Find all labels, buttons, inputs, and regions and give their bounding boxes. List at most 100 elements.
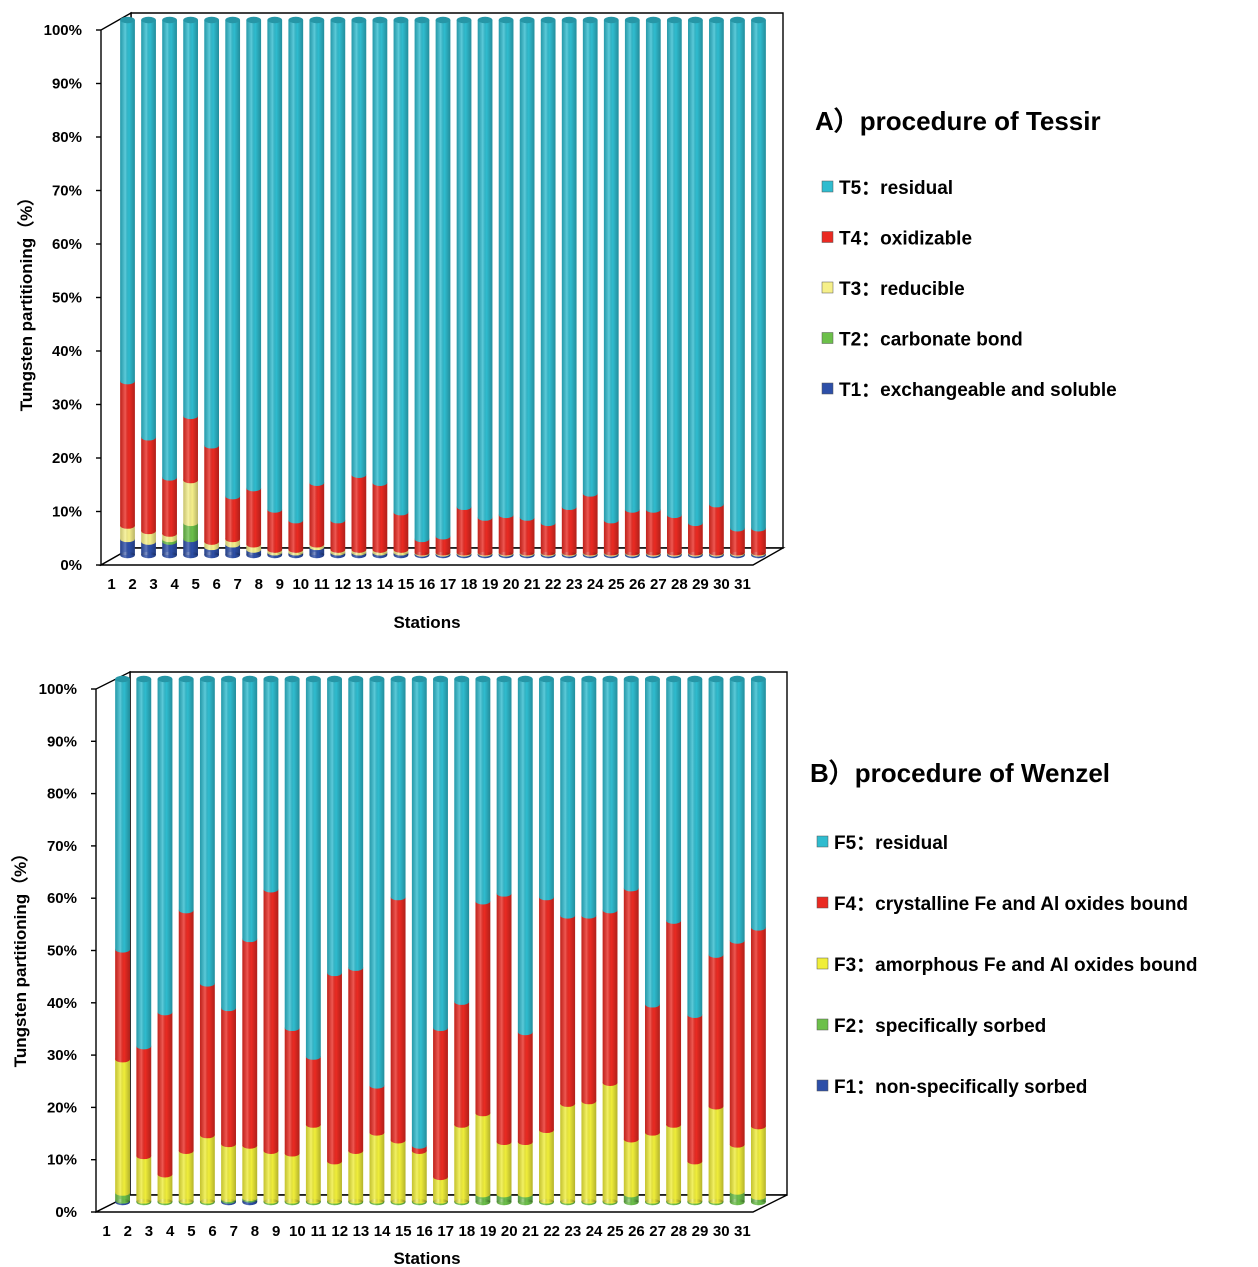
legend-label: T2：carbonate bond [839, 330, 1023, 351]
legend-item-f1: F1：non-specifically sorbed [816, 1077, 1087, 1098]
legend-swatch [821, 180, 834, 193]
y-tick-label: 60% [52, 236, 82, 253]
bar-shading-base [162, 551, 177, 559]
x-tick-label: 1 [107, 576, 115, 593]
legend-swatch [816, 1079, 829, 1092]
x-tick-label: 31 [734, 576, 751, 593]
legend-label: F4：crystalline Fe and Al oxides bound [834, 894, 1188, 915]
bar-shading-base [263, 1198, 279, 1206]
bar-shading-base [327, 1198, 342, 1206]
y-tick-label: 70% [52, 183, 82, 200]
bar-top-cap [496, 675, 512, 683]
x-tick-label: 6 [208, 1223, 216, 1240]
x-tick-label: 17 [437, 1223, 454, 1240]
y-tick-label: 0% [60, 557, 82, 574]
bar-stack [560, 675, 576, 1206]
bar-shading [225, 20, 241, 555]
x-tick-label: 28 [671, 576, 688, 593]
bar-top-cap [454, 675, 470, 683]
y-tick-label: 30% [47, 1047, 77, 1064]
x-tick-label: 29 [692, 576, 709, 593]
bar-shading-base [369, 1198, 385, 1206]
bar-shading-base [477, 551, 493, 559]
y-tick-labels-a: 0% 10% 20% 30% 40% 50% 60% 70% 80% 90% 100% [44, 22, 82, 574]
bar-shading-base [390, 1198, 406, 1206]
bar-shading-base [414, 551, 430, 559]
bar-shading [708, 679, 724, 1202]
bar-shading-base [157, 1198, 173, 1206]
legend-item-f4: F4：crystalline Fe and Al oxides bound [816, 894, 1188, 915]
bar-shading-base [603, 551, 619, 559]
bar-shading [454, 679, 470, 1202]
x-tick-label: 9 [272, 1223, 280, 1240]
x-tick-label: 14 [377, 576, 394, 593]
x-tick-label: 21 [522, 1223, 539, 1240]
bar-shading [242, 679, 258, 1202]
bar-shading-base [645, 1198, 660, 1206]
y-tick-label: 10% [52, 504, 82, 521]
bar-stack [136, 675, 152, 1206]
x-tick-label: 13 [353, 1223, 370, 1240]
bar-top-cap [751, 16, 766, 24]
bar-shading-base [624, 551, 640, 559]
bar-top-cap [348, 675, 364, 683]
bar-shading-base [519, 551, 535, 559]
bar-shading [498, 20, 514, 555]
bar-shading [582, 20, 598, 555]
x-tick-label: 8 [251, 1223, 259, 1240]
bar-stack [623, 675, 639, 1206]
legend-item-t4: T4：oxidizable [821, 229, 972, 250]
x-tick-label: 7 [234, 576, 242, 593]
bar-stack [263, 675, 279, 1206]
bar-shading [517, 679, 533, 1202]
bar-top-cap [330, 16, 346, 24]
x-tick-label: 26 [628, 1223, 645, 1240]
bar-shading [414, 20, 430, 555]
legend-label: F1：non-specifically sorbed [834, 1077, 1087, 1098]
bar-top-cap [369, 675, 385, 683]
bar-shading [645, 679, 660, 1202]
x-tick-label: 5 [187, 1223, 195, 1240]
bar-stack [414, 16, 430, 559]
x-tick-label: 18 [461, 576, 478, 593]
bar-shading [183, 20, 198, 555]
x-tick-label: 30 [713, 576, 730, 593]
bar-shading [120, 20, 135, 555]
bar-shading-base [393, 551, 409, 559]
bar-shading [602, 679, 618, 1202]
bar-shading-base [582, 551, 598, 559]
bar-stack [204, 16, 220, 559]
bar-shading-base [348, 1198, 364, 1206]
bar-stack [708, 675, 724, 1206]
x-tick-label: 13 [356, 576, 373, 593]
legend-item-t2: T2：carbonate bond [821, 330, 1023, 351]
bar-shading-base [435, 551, 451, 559]
x-tick-label: 22 [543, 1223, 560, 1240]
bar-top-cap [603, 16, 619, 24]
bar-stack [475, 675, 491, 1206]
x-tick-label: 16 [419, 576, 436, 593]
bar-shading-base [433, 1198, 448, 1206]
legend-swatch [821, 382, 834, 395]
x-tick-label: 21 [524, 576, 541, 593]
legend-label: T4：oxidizable [839, 229, 972, 250]
x-tick-label: 16 [416, 1223, 433, 1240]
bar-top-cap [393, 16, 409, 24]
bar-shading-base [581, 1198, 597, 1206]
bar-stack [751, 16, 766, 559]
bar-stack [688, 16, 703, 559]
bar-shading-base [751, 551, 766, 559]
y-tick-label: 100% [39, 681, 77, 698]
bar-stack [162, 16, 177, 559]
bar-top-cap [540, 16, 556, 24]
bar-top-cap [411, 675, 427, 683]
bar-top-cap [141, 16, 156, 24]
x-tick-label: 1 [102, 1223, 110, 1240]
x-tick-label: 23 [565, 1223, 582, 1240]
bar-shading [351, 20, 367, 555]
bar-stack [519, 16, 535, 559]
bar-top-cap [729, 675, 745, 683]
bar-stack [225, 16, 241, 559]
bar-shading [115, 679, 131, 1202]
